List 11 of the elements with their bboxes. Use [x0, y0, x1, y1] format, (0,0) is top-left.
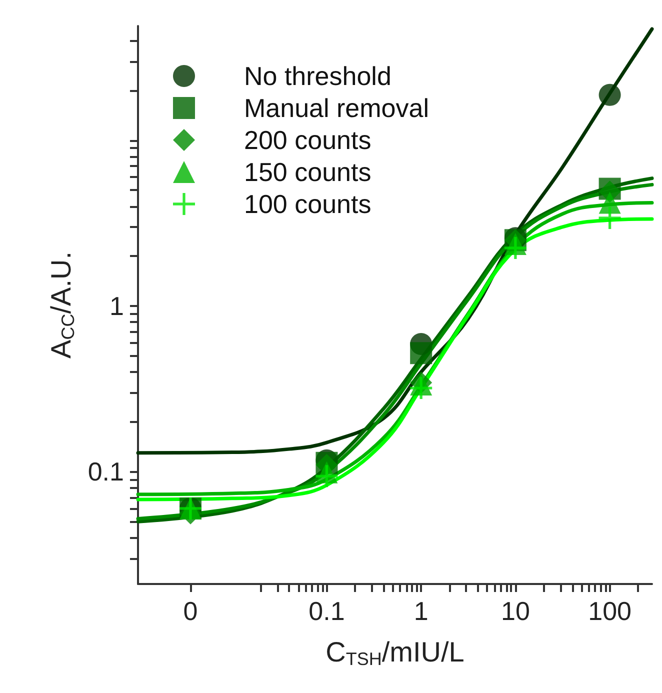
x-tick-label: 0.1 [308, 596, 345, 626]
legend-label: Manual removal [244, 93, 429, 123]
x-tick-label: 10 [500, 596, 530, 626]
legend-label: No threshold [244, 61, 392, 91]
x-tick-label: 1 [414, 596, 428, 626]
x-tick-label: 0 [183, 596, 198, 626]
legend-label: 200 counts [244, 125, 372, 155]
y-axis-title: ACC/A.U. [45, 252, 78, 358]
x-tick-label: 100 [588, 596, 632, 626]
legend-label: 150 counts [244, 157, 372, 187]
legend-label: 100 counts [244, 189, 372, 219]
